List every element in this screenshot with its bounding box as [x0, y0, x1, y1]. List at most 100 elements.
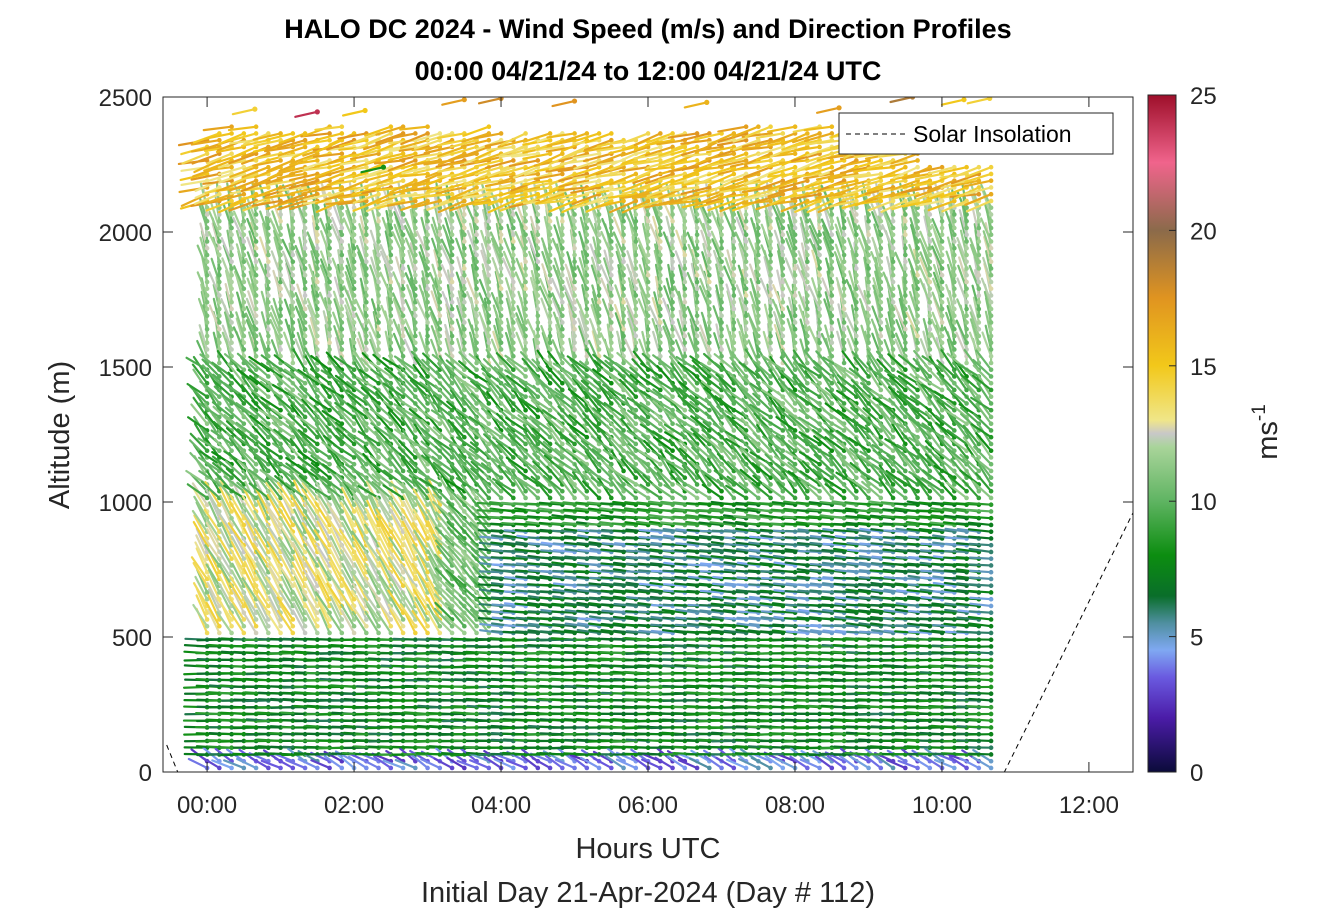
wind-barb [228, 596, 245, 621]
wind-barb [274, 330, 282, 358]
wind-barb-head [437, 293, 443, 298]
wind-barb-head [364, 164, 369, 170]
wind-barb-head [229, 340, 234, 346]
wind-barb-head [364, 765, 369, 771]
wind-barb [201, 358, 221, 378]
wind-barb-head [327, 137, 332, 143]
wind-barb-head [449, 340, 455, 346]
wind-barb-head [474, 218, 479, 224]
wind-barb-head [253, 259, 259, 265]
wind-barb-head [204, 151, 210, 156]
wind-barb-head [302, 266, 308, 271]
wind-barb-head [241, 293, 247, 298]
wind-barb [248, 379, 270, 398]
wind-barb-head [400, 313, 406, 319]
wind-barb-head [413, 252, 418, 258]
wind-barb-head [400, 617, 406, 622]
wind-barb-head [376, 239, 381, 244]
wind-barb-head [413, 279, 418, 285]
wind-barb [201, 756, 221, 770]
wind-barb-head [462, 225, 467, 231]
wind-barb [215, 193, 245, 203]
wind-barb-head [351, 239, 357, 244]
wind-barb-head [376, 232, 381, 237]
wind-barb-head [229, 623, 234, 629]
wind-barb [266, 562, 282, 587]
wind-barb [274, 757, 294, 770]
wind-barb [255, 562, 270, 587]
wind-barb-head [376, 252, 381, 258]
wind-barb [268, 601, 282, 628]
wind-barb-head [498, 245, 504, 251]
wind-barb [212, 405, 233, 425]
wind-barb-head [376, 340, 381, 346]
wind-barb [192, 582, 209, 608]
wind-barb-head [217, 218, 222, 224]
wind-barb-head [217, 137, 222, 143]
wind-barb [235, 317, 245, 344]
wind-barb-head [498, 475, 504, 481]
wind-barb [218, 542, 233, 567]
wind-barb-head [266, 394, 271, 400]
wind-barb [241, 166, 270, 179]
wind-barb-head [229, 124, 234, 129]
wind-barb-head [486, 401, 492, 406]
wind-barb-head [400, 347, 406, 352]
wind-barb-head [266, 164, 271, 170]
wind-barb-head [425, 266, 430, 271]
wind-barb-head [253, 279, 259, 285]
wind-barb-head [498, 313, 504, 319]
wind-barb [271, 414, 294, 432]
wind-barb-head [327, 475, 332, 481]
wind-barb [251, 425, 270, 446]
wind-barb [247, 290, 258, 317]
wind-barb-head [425, 333, 430, 339]
wind-barb-head [253, 252, 259, 258]
wind-barb-head [278, 212, 283, 217]
wind-barb-head [413, 266, 418, 271]
wind-barb [192, 396, 209, 419]
wind-barb-head [253, 299, 259, 305]
wind-barb-head [315, 441, 320, 447]
wind-barb-head [290, 272, 296, 278]
wind-barb [277, 488, 294, 513]
wind-barb-head [241, 232, 247, 237]
wind-barb [233, 270, 245, 297]
wind-barb-head [327, 326, 332, 332]
wind-barb-head [253, 461, 259, 467]
wind-barb-head [425, 212, 430, 217]
wind-barb-head [339, 131, 345, 136]
wind-barb-head [278, 320, 283, 325]
wind-barb-head [339, 313, 345, 319]
wind-barb [220, 500, 233, 527]
wind-barb-head [413, 340, 418, 346]
wind-barb-head [253, 347, 259, 352]
wind-barb [305, 658, 331, 662]
wind-barb-head [278, 353, 283, 359]
wind-barb-head [229, 252, 234, 258]
wind-barb-head [351, 252, 357, 258]
wind-barb-head [302, 225, 308, 231]
wind-barb-head [290, 630, 296, 636]
wind-barb [260, 443, 282, 459]
wind-barb [270, 250, 282, 277]
wind-barb [205, 199, 233, 212]
wind-barb-head [364, 347, 369, 352]
wind-barb-head [388, 623, 394, 629]
wind-barb [239, 450, 258, 473]
wind-barb [266, 493, 282, 520]
wind-barb [228, 609, 245, 635]
wind-barb [207, 574, 221, 601]
wind-barb-head [351, 279, 357, 285]
wind-barb-head [437, 272, 443, 278]
wind-barb-head [290, 131, 296, 136]
wind-barb-head [302, 617, 308, 622]
wind-barb-head [437, 299, 443, 305]
wind-barb [204, 159, 233, 172]
wind-barb-head [241, 286, 247, 292]
wind-barb [235, 402, 258, 419]
wind-barb-head [364, 212, 369, 217]
wind-barb-head [364, 239, 369, 244]
wind-barb [226, 229, 233, 257]
wind-barb-head [266, 232, 271, 237]
